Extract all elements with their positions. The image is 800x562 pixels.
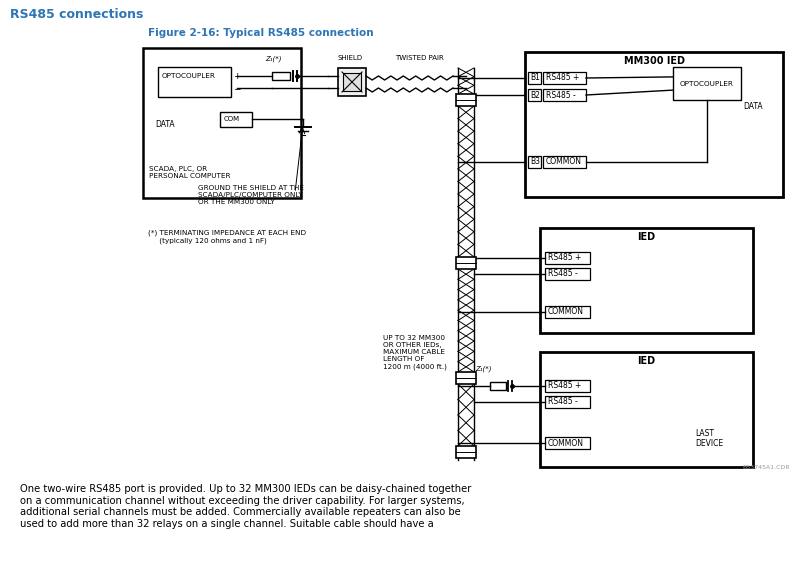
- Text: RS485 -: RS485 -: [548, 270, 578, 279]
- Bar: [528, 72, 541, 84]
- Text: RS485 +: RS485 +: [548, 253, 582, 262]
- Text: OPTOCOUPLER: OPTOCOUPLER: [680, 80, 734, 87]
- Text: B1: B1: [530, 74, 540, 83]
- Text: RS485 +: RS485 +: [548, 382, 582, 391]
- Bar: [545, 268, 590, 280]
- Text: B3: B3: [530, 157, 540, 166]
- Text: SHIELD: SHIELD: [338, 55, 363, 61]
- Bar: [543, 72, 586, 84]
- Text: UP TO 32 MM300
OR OTHER IEDs,
MAXIMUM CABLE
LENGTH OF
1200 m (4000 ft.): UP TO 32 MM300 OR OTHER IEDs, MAXIMUM CA…: [383, 335, 447, 369]
- Text: MM300 IED: MM300 IED: [623, 56, 685, 66]
- Text: IED: IED: [638, 356, 655, 366]
- Bar: [545, 306, 590, 318]
- Text: DATA: DATA: [743, 102, 762, 111]
- Bar: [543, 156, 586, 168]
- Text: B2: B2: [530, 90, 540, 99]
- Text: SCADA, PLC, OR
PERSONAL COMPUTER: SCADA, PLC, OR PERSONAL COMPUTER: [149, 166, 230, 179]
- Bar: [143, 48, 301, 198]
- Text: RS485 connections: RS485 connections: [10, 8, 143, 21]
- Bar: [158, 67, 231, 97]
- Bar: [545, 380, 590, 392]
- Bar: [543, 89, 586, 101]
- Text: +: +: [233, 72, 241, 81]
- Bar: [456, 94, 476, 106]
- Text: COMMON: COMMON: [548, 307, 584, 316]
- Text: COMMON: COMMON: [546, 157, 582, 166]
- Bar: [490, 382, 506, 390]
- Text: RS485 -: RS485 -: [548, 397, 578, 406]
- Text: One two-wire RS485 port is provided. Up to 32 MM300 IEDs can be daisy-chained to: One two-wire RS485 port is provided. Up …: [20, 484, 471, 529]
- Bar: [220, 112, 252, 127]
- Bar: [528, 89, 541, 101]
- Bar: [545, 252, 590, 264]
- Bar: [525, 52, 783, 197]
- Bar: [456, 446, 476, 458]
- Bar: [673, 67, 741, 100]
- Text: LAST
DEVICE: LAST DEVICE: [695, 429, 723, 448]
- Text: COMMON: COMMON: [548, 438, 584, 447]
- Bar: [528, 156, 541, 168]
- Bar: [456, 257, 476, 269]
- Bar: [456, 372, 476, 384]
- Bar: [338, 68, 366, 96]
- Bar: [540, 228, 753, 333]
- Text: DATA: DATA: [155, 120, 174, 129]
- Text: Z₁(*): Z₁(*): [265, 56, 282, 62]
- Text: (*) TERMINATING IMPEDANCE AT EACH END
     (typically 120 ohms and 1 nF): (*) TERMINATING IMPEDANCE AT EACH END (t…: [148, 230, 306, 244]
- Text: COM: COM: [224, 116, 240, 122]
- Text: Figure 2-16: Typical RS485 connection: Figure 2-16: Typical RS485 connection: [148, 28, 374, 38]
- Bar: [540, 352, 753, 467]
- Bar: [545, 396, 590, 408]
- Text: IED: IED: [638, 232, 655, 242]
- Text: −: −: [233, 84, 241, 93]
- Text: OPTOCOUPLER: OPTOCOUPLER: [162, 73, 216, 79]
- Text: TWISTED PAIR: TWISTED PAIR: [395, 55, 444, 61]
- Bar: [545, 437, 590, 449]
- Text: GROUND THE SHIELD AT THE
SCADA/PLC/COMPUTER ONLY
OR THE MM300 ONLY: GROUND THE SHIELD AT THE SCADA/PLC/COMPU…: [198, 185, 304, 205]
- Bar: [343, 73, 361, 91]
- Text: RS485 +: RS485 +: [546, 74, 579, 83]
- Bar: [272, 72, 290, 80]
- Text: Z₁(*): Z₁(*): [475, 366, 491, 373]
- Text: RS485 -: RS485 -: [546, 90, 576, 99]
- Text: B53745A1.CDR: B53745A1.CDR: [742, 465, 790, 470]
